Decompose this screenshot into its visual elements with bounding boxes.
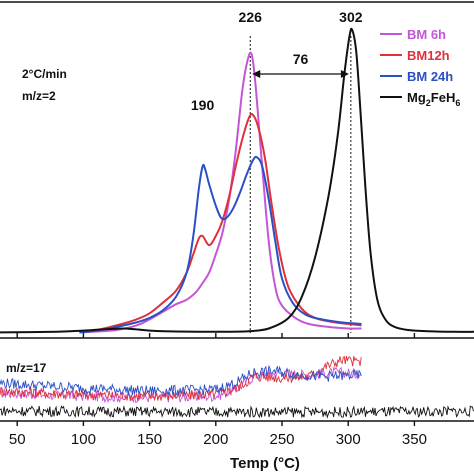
upper-series-bm12h bbox=[79, 113, 362, 333]
x-axis-ticks: 50 100 150 200 250 300 350 bbox=[9, 333, 427, 448]
x-tick-label-200: 200 bbox=[203, 431, 228, 448]
x-tick-label-50: 50 bbox=[9, 431, 26, 448]
legend: BM 6h BM12h BM 24h Mg2FeH6 bbox=[380, 27, 460, 108]
upper-series-bm-6h bbox=[79, 51, 362, 334]
peak-shift-label: 76 bbox=[293, 51, 309, 67]
peak-label-302: 302 bbox=[339, 9, 363, 25]
x-tick-label-300: 300 bbox=[336, 431, 361, 448]
legend-label-bm-6h: BM 6h bbox=[407, 27, 446, 42]
legend-label-mg2feh6: Mg2FeH6 bbox=[407, 90, 460, 108]
legend-label-bm12h: BM12h bbox=[407, 48, 450, 63]
axes-frame bbox=[0, 1, 474, 422]
heating-rate-label: 2°C/min bbox=[22, 67, 67, 81]
peak-label-226: 226 bbox=[239, 9, 263, 25]
upper-series-bm-24h bbox=[79, 155, 362, 334]
x-tick-label-150: 150 bbox=[137, 431, 162, 448]
upper-mz-label: m/z=2 bbox=[22, 89, 56, 103]
upper-panel-series bbox=[0, 27, 474, 334]
lower-series-mg2feh6 bbox=[0, 405, 474, 419]
upper-series-mg2feh6 bbox=[0, 27, 474, 334]
x-tick-label-100: 100 bbox=[71, 431, 96, 448]
x-axis-title: Temp (°C) bbox=[230, 455, 300, 472]
peak-label-190: 190 bbox=[191, 97, 215, 113]
lower-series-bm12h bbox=[0, 355, 362, 402]
lower-panel-series bbox=[0, 355, 474, 419]
x-tick-label-350: 350 bbox=[402, 431, 427, 448]
lower-series-bm-24h bbox=[0, 364, 362, 397]
shift-arrow-left-head bbox=[252, 70, 261, 78]
x-tick-label-250: 250 bbox=[270, 431, 295, 448]
lower-mz-label: m/z=17 bbox=[6, 361, 47, 375]
peak-shift-arrow bbox=[252, 70, 349, 78]
legend-label-bm-24h: BM 24h bbox=[407, 69, 453, 84]
shift-arrow-right-head bbox=[340, 70, 349, 78]
